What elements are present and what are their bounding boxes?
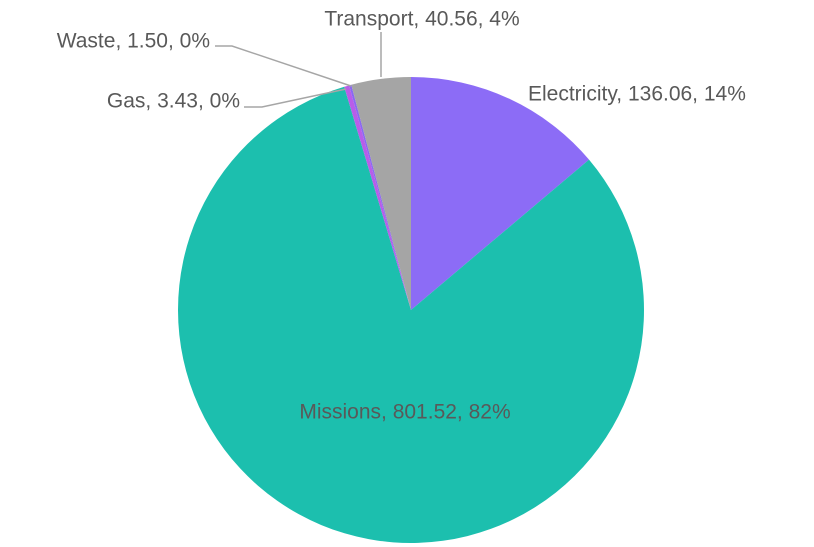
- pie-slice: [349, 84, 411, 310]
- leader-line: [215, 45, 352, 87]
- data-label: Electricity, 136.06, 14%: [528, 83, 746, 106]
- data-label: Transport, 40.56, 4%: [324, 8, 519, 31]
- labels: Electricity, 136.06, 14% Missions, 801.52…: [57, 8, 746, 424]
- pie-slice: [411, 77, 590, 310]
- leader-line: [244, 88, 347, 108]
- pie-slice: [178, 86, 645, 543]
- pie-slice: [351, 77, 411, 310]
- data-label: Gas, 3.43, 0%: [107, 90, 240, 113]
- data-label: Missions, 801.52, 82%: [299, 401, 510, 424]
- pie-slice: [344, 85, 411, 311]
- data-label: Waste, 1.50, 0%: [57, 30, 210, 53]
- pie: [178, 77, 645, 543]
